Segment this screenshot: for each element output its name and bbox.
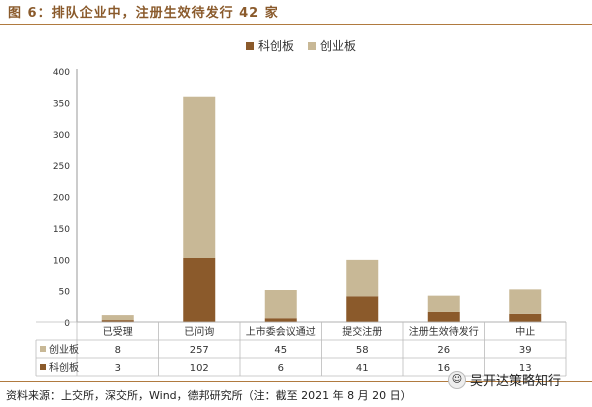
y-tick-label: 100 [53,256,70,266]
bar-chuangye [427,295,460,312]
data-value: 6 [278,363,284,374]
category-label: 注册生效待发行 [409,325,479,338]
legend-label-chuangye: 创业板 [320,39,357,53]
data-value: 257 [190,345,209,356]
figure-title: 图 6：排队企业中，注册生效待发行 42 家 [8,6,279,21]
data-value: 16 [437,363,450,374]
data-value: 26 [437,345,450,356]
table-series-swatch [40,346,46,352]
category-label: 中止 [515,325,535,338]
category-label: 上市委会议通过 [246,325,316,338]
legend-swatch-kechuang [246,41,254,50]
bar-chuangye [346,259,379,297]
bottom-divider [0,381,592,382]
wechat-icon: ☺ [448,370,466,389]
y-tick-label: 0 [64,319,70,329]
category-label: 已问询 [184,325,214,338]
data-value: 13 [519,363,532,374]
category-label: 提交注册 [342,325,382,338]
bar-chuangye [101,315,134,321]
data-value: 41 [356,363,369,374]
watermark: ☺ 吴开达策略知行 [448,370,561,389]
chart-legend: 科创板 创业板 [246,37,356,54]
bar-kechuang [427,311,460,322]
y-tick-label: 350 [53,99,70,109]
y-tick-label: 250 [53,162,70,172]
category-label: 已受理 [103,326,133,338]
data-value: 3 [115,363,121,374]
y-tick-label: 400 [53,68,70,78]
y-tick-label: 150 [53,225,70,235]
bar-chuangye [183,96,216,258]
bar-kechuang [346,296,379,322]
y-tick-label: 300 [53,131,70,141]
bar-kechuang [264,318,297,322]
legend-item-chuangye: 创业板 [308,37,356,54]
legend-label-kechuang: 科创板 [258,39,295,53]
data-value: 8 [115,345,121,356]
bar-chuangye [509,289,542,314]
y-tick-label: 200 [53,194,70,204]
watermark-text: 吴开达策略知行 [470,374,562,389]
data-value: 58 [356,345,369,356]
data-value: 45 [274,345,287,356]
table-series-label: 创业板 [49,343,79,356]
legend-item-kechuang: 科创板 [246,37,294,54]
table-series-swatch [40,364,46,370]
data-value: 102 [190,363,209,374]
bar-kechuang [101,320,134,322]
legend-swatch-chuangye [308,41,317,50]
y-tick-label: 50 [59,288,71,298]
title-divider [0,24,592,25]
source-note: 资料来源：上交所，深交所，Wind，德邦研究所（注：截至 2021 年 8 月 … [6,389,412,402]
bar-kechuang [509,313,542,322]
table-series-label: 科创板 [49,361,79,374]
bar-kechuang [183,257,216,322]
data-value: 39 [519,345,532,356]
stacked-bar-chart: 0 50 100 150 200 250 300 350 400 已受理 已问询 上市委会议通过 提交注… [35,68,567,377]
bar-chuangye [264,289,297,319]
